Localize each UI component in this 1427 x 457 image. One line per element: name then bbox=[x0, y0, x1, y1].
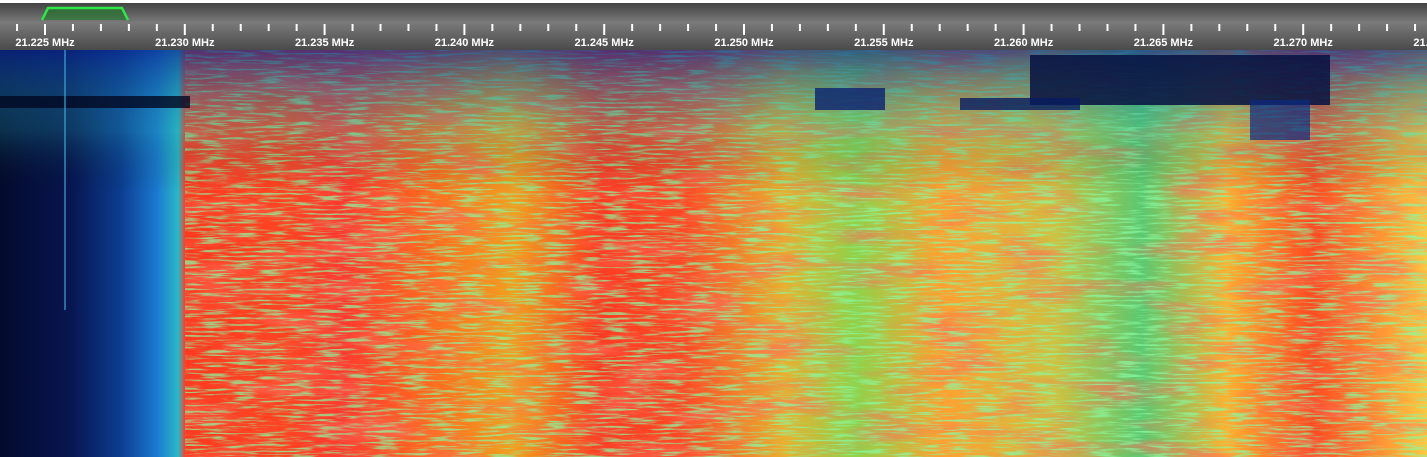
dark-region bbox=[815, 88, 885, 110]
frequency-label: 21.245 MHz bbox=[575, 37, 635, 49]
frequency-label: 21.265 MHz bbox=[1134, 37, 1194, 49]
frequency-label: 21.275 MHz bbox=[1413, 37, 1427, 49]
frequency-label: 21.255 MHz bbox=[854, 37, 914, 49]
frequency-label: 21.270 MHz bbox=[1274, 37, 1334, 49]
frequency-label: 21.230 MHz bbox=[155, 37, 215, 49]
passband-indicator[interactable] bbox=[40, 6, 130, 21]
frequency-label: 21.225 MHz bbox=[15, 37, 75, 49]
waterfall-top-fade bbox=[0, 50, 1427, 457]
dark-region bbox=[1250, 100, 1310, 140]
signal-trace bbox=[64, 50, 66, 310]
frequency-scale: 21.225 MHz 21.230 MHz 21.235 MHz 21.240 MHz… bbox=[0, 0, 1427, 50]
scale-top-edge bbox=[0, 0, 1427, 3]
frequency-label: 21.250 MHz bbox=[714, 37, 774, 49]
waterfall bbox=[0, 50, 1427, 457]
frequency-label: 21.235 MHz bbox=[295, 37, 355, 49]
dark-region bbox=[960, 98, 1080, 110]
dark-band bbox=[0, 96, 190, 108]
frequency-label: 21.260 MHz bbox=[994, 37, 1054, 49]
scale-background bbox=[0, 0, 1427, 50]
dark-region bbox=[1030, 55, 1330, 105]
frequency-label: 21.240 MHz bbox=[435, 37, 495, 49]
